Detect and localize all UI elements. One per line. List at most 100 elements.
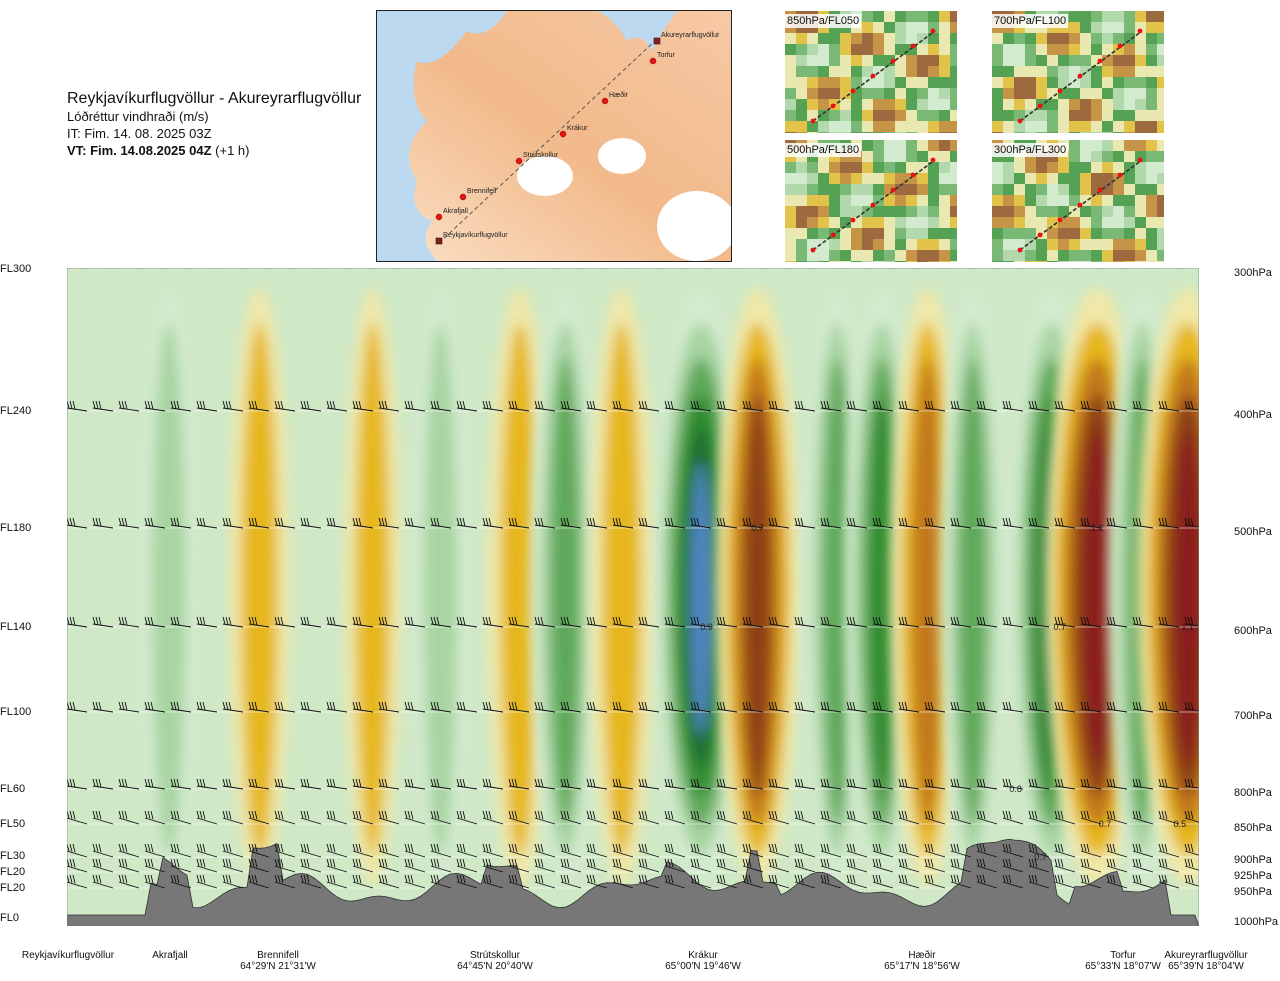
wind-barb	[820, 701, 842, 713]
mini-cell	[1025, 110, 1036, 121]
wind-barb	[430, 843, 452, 858]
mini-waypoint	[1037, 103, 1043, 109]
mini-cell	[796, 173, 807, 184]
mini-cell	[873, 217, 884, 228]
mini-cell	[840, 162, 851, 173]
wind-barb	[924, 810, 946, 825]
wind-barb	[378, 874, 400, 889]
mini-cell	[992, 173, 1003, 184]
wind-barb	[1028, 858, 1050, 873]
mini-cell	[928, 184, 939, 195]
wind-barb	[612, 616, 634, 628]
mini-cell	[818, 239, 829, 250]
mini-cell	[851, 110, 862, 121]
wind-barb	[612, 858, 634, 873]
wind-barb	[1054, 778, 1076, 790]
mini-cell	[1146, 11, 1157, 22]
mini-cell	[939, 206, 950, 217]
wind-barb	[144, 701, 166, 713]
mini-cell	[906, 66, 917, 77]
mini-cell	[1069, 173, 1080, 184]
mini-cell	[1047, 99, 1058, 110]
mini-cell	[807, 184, 818, 195]
mini-cell	[939, 88, 950, 99]
wind-barb	[1184, 778, 1199, 789]
cross-section-chart: 0.7 1.2 0.9 0.7 1.1 0.8 0.7 0.5 0.7	[67, 268, 1199, 926]
mini-cell	[1014, 250, 1025, 261]
wind-barb	[1184, 874, 1199, 887]
velocity-contour	[550, 358, 580, 826]
wind-barb	[1028, 616, 1050, 628]
wind-barb	[742, 616, 764, 628]
mini-cell	[873, 33, 884, 44]
wind-barb	[586, 517, 608, 529]
wind-barb	[67, 701, 88, 713]
mini-cell	[1124, 151, 1135, 162]
mini-cell	[1003, 99, 1014, 110]
mini-cell	[1003, 33, 1014, 44]
mini-cell	[950, 22, 957, 33]
mini-cell	[1124, 184, 1135, 195]
mini-cell	[884, 140, 895, 151]
mini-cell	[1113, 228, 1124, 239]
mini-cell	[906, 22, 917, 33]
wind-barb	[248, 400, 270, 412]
mini-cell	[851, 261, 862, 262]
mini-cell	[950, 217, 957, 228]
mini-cell	[1113, 22, 1124, 33]
mini-cell	[1157, 195, 1164, 206]
mini-waypoint	[1097, 187, 1103, 193]
waypoint-name: Reykjavíkurflugvöllur	[21, 950, 115, 961]
mini-cell	[785, 66, 796, 77]
waypoint-name: Torfur	[1110, 950, 1136, 961]
wind-barb	[1002, 400, 1024, 412]
mini-cell	[884, 250, 895, 261]
mini-cell	[1102, 217, 1113, 228]
wind-barb	[820, 400, 842, 412]
x-label-waypoint: Krákur 65°00'N 19°46'W	[665, 950, 741, 972]
mini-cell	[895, 261, 906, 262]
mini-cell	[785, 239, 796, 250]
wind-barb	[508, 858, 530, 873]
mini-cell	[1124, 132, 1135, 133]
mini-cell	[1124, 261, 1135, 262]
mini-cell	[992, 217, 1003, 228]
wind-barb	[612, 517, 634, 529]
wind-barb	[638, 517, 660, 529]
map-waypoint: Krákur	[559, 125, 588, 138]
mini-cell	[1135, 110, 1146, 121]
wind-barb	[378, 858, 400, 873]
mini-cell	[1102, 239, 1113, 250]
mini-cell	[1003, 121, 1014, 132]
mini-waypoint	[1077, 73, 1083, 79]
mini-cell	[818, 261, 829, 262]
mini-cell	[1091, 132, 1102, 133]
wind-barb	[456, 701, 478, 713]
wind-barb	[638, 400, 660, 412]
mini-cell	[1102, 77, 1113, 88]
mini-cell	[796, 99, 807, 110]
mini-cell	[1135, 228, 1146, 239]
waypoint-coord: 65°00'N 19°46'W	[665, 961, 741, 972]
mini-cell	[818, 66, 829, 77]
valid-time: VT: Fim. 14.08.2025 04Z (+1 h)	[67, 142, 387, 159]
mini-cell	[1069, 140, 1080, 151]
mini-cell	[928, 140, 939, 151]
mini-cell	[917, 261, 928, 262]
mini-cell	[1135, 121, 1146, 132]
wind-barb	[846, 874, 868, 889]
wind-barb	[352, 616, 374, 628]
x-label-waypoint: Akureyrarflugvöllur 65°39'N 18°04'W	[1164, 950, 1247, 972]
wind-barb	[898, 858, 920, 873]
y-label-hpa: 700hPa	[1234, 710, 1272, 722]
mini-cell	[1014, 195, 1025, 206]
mini-cell	[1058, 121, 1069, 132]
mini-cell	[939, 261, 950, 262]
mini-cell	[1146, 162, 1157, 173]
mini-cell	[862, 22, 873, 33]
mini-cell	[796, 88, 807, 99]
mini-cell	[1069, 239, 1080, 250]
mini-cell	[1014, 261, 1025, 262]
mini-cell	[906, 250, 917, 261]
mini-cell	[1124, 173, 1135, 184]
